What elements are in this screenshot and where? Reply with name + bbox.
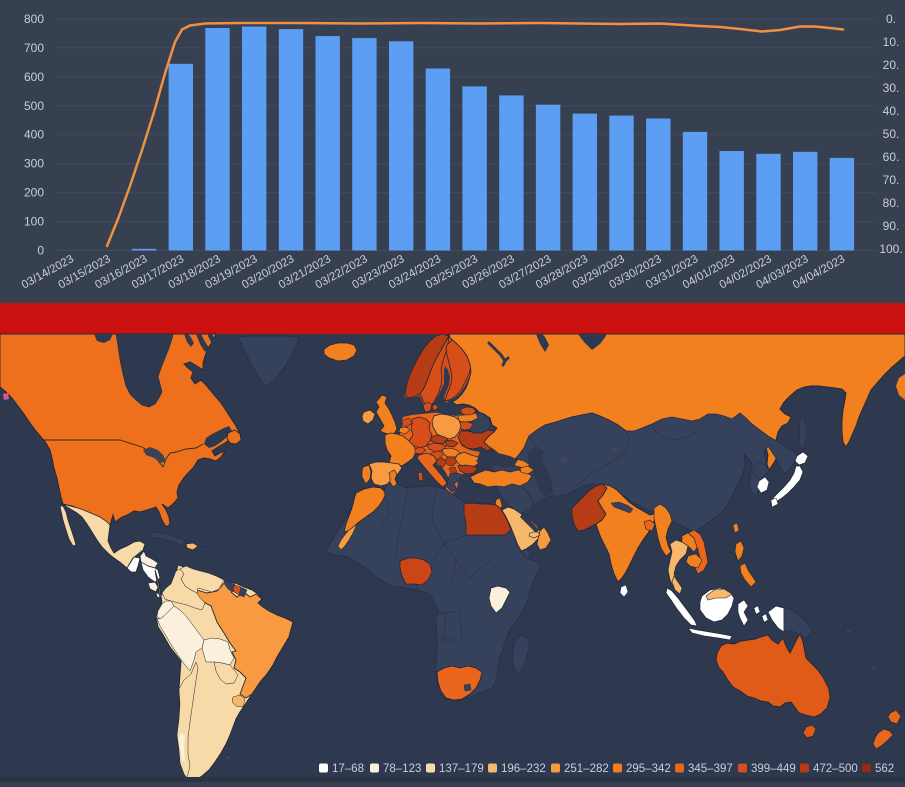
svg-text:472–500: 472–500 (813, 763, 858, 775)
svg-text:300: 300 (24, 157, 44, 171)
svg-text:137–179: 137–179 (439, 763, 484, 775)
svg-text:400: 400 (24, 128, 44, 142)
svg-text:90.: 90. (883, 219, 900, 233)
svg-text:20.: 20. (883, 58, 900, 72)
svg-text:196–232: 196–232 (501, 763, 546, 775)
svg-text:800: 800 (24, 12, 44, 26)
svg-text:200: 200 (24, 186, 44, 200)
svg-text:17–68: 17–68 (332, 763, 364, 775)
svg-text:40.: 40. (883, 104, 900, 118)
svg-text:0: 0 (37, 244, 44, 258)
svg-text:78–123: 78–123 (383, 763, 421, 775)
svg-text:100: 100 (24, 215, 44, 229)
svg-text:562: 562 (875, 763, 894, 775)
svg-text:500: 500 (24, 99, 44, 113)
svg-text:70.: 70. (883, 173, 900, 187)
svg-text:251–282: 251–282 (564, 763, 609, 775)
svg-text:80.: 80. (883, 196, 900, 210)
svg-text:600: 600 (24, 70, 44, 84)
svg-text:50.: 50. (883, 127, 900, 141)
svg-text:0.: 0. (886, 12, 896, 26)
svg-text:295–342: 295–342 (626, 763, 671, 775)
svg-text:399–449: 399–449 (751, 763, 796, 775)
svg-text:700: 700 (24, 41, 44, 55)
svg-text:100.: 100. (879, 242, 902, 256)
svg-text:60.: 60. (883, 150, 900, 164)
svg-text:10.: 10. (883, 35, 900, 49)
svg-text:30.: 30. (883, 81, 900, 95)
svg-text:345–397: 345–397 (688, 763, 733, 775)
